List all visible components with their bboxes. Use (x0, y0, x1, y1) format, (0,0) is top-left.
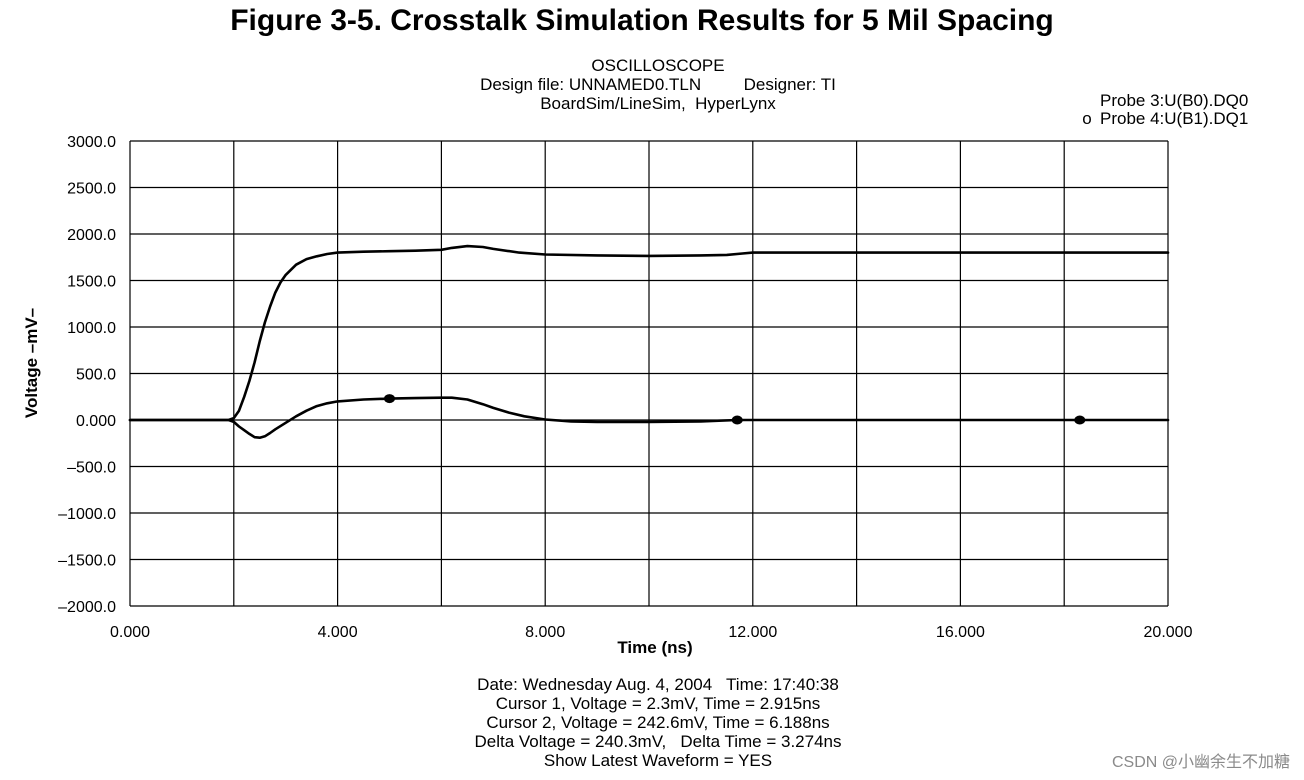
series-line-probe3 (128, 244, 1170, 422)
series-line-probe4 (128, 396, 1170, 439)
legend-label-probe3: Probe 3:U(B0).DQ0 (1100, 91, 1249, 110)
legend-label-probe4: Probe 4:U(B1).DQ1 (1100, 109, 1249, 128)
y-tick-label: –1500.0 (58, 553, 116, 570)
legend-entry-probe4: o Probe 4:U(B1).DQ1 (1078, 110, 1248, 128)
y-tick-label: 1000.0 (67, 320, 116, 337)
x-tick-label: 12.000 (728, 624, 777, 641)
x-tick-label: 4.000 (318, 624, 358, 641)
latest-waveform-flag: Show Latest Waveform = YES (543, 751, 773, 770)
series-marker-probe4 (384, 394, 395, 404)
design-file-line: Design file: UNNAMED0.TLN Designer: TI (480, 75, 836, 94)
cursor-readout: Date: Wednesday Aug. 4, 2004 Time: 17:40… (300, 675, 1016, 770)
figure-title: Figure 3-5. Crosstalk Simulation Results… (230, 4, 1054, 37)
simulator-line: BoardSim/LineSim, HyperLynx (540, 94, 776, 113)
y-tick-label: 3000.0 (67, 134, 116, 151)
delta-readout: Delta Voltage = 240.3mV, Delta Time = 3.… (474, 732, 842, 751)
y-axis-label: Voltage –mV– (22, 308, 41, 418)
series-marker-probe4 (731, 415, 743, 425)
y-tick-label: 1500.0 (67, 274, 116, 291)
watermark: CSDN @小幽余生不加糖 (1111, 754, 1290, 771)
cursor1-readout: Cursor 1, Voltage = 2.3mV, Time = 2.915n… (495, 694, 821, 713)
x-axis-label: Time (ns) (617, 638, 692, 657)
y-tick-label: 0.000 (76, 413, 116, 430)
legend-marker-probe4: o (1082, 109, 1092, 128)
scope-title: OSCILLOSCOPE (591, 56, 725, 75)
y-tick-label: –2000.0 (58, 599, 116, 616)
chart-legend: Probe 3:U(B0).DQ0 o Probe 4:U(B1).DQ1 (1078, 92, 1248, 128)
x-tick-label: 20.000 (1144, 624, 1193, 641)
y-tick-label: 2000.0 (67, 227, 116, 244)
series-marker-probe4 (1074, 415, 1086, 425)
x-tick-label: 0.000 (110, 624, 150, 641)
date-line: Date: Wednesday Aug. 4, 2004 Time: 17:40… (477, 675, 839, 694)
y-tick-label: 500.0 (76, 367, 116, 384)
y-tick-label: –1000.0 (58, 506, 116, 523)
y-tick-label: 2500.0 (67, 181, 116, 198)
y-tick-label: –500.0 (67, 460, 116, 477)
x-tick-label: 16.000 (936, 624, 985, 641)
scope-header: OSCILLOSCOPE Design file: UNNAMED0.TLN D… (300, 56, 1016, 113)
cursor2-readout: Cursor 2, Voltage = 242.6mV, Time = 6.18… (486, 713, 830, 732)
x-tick-label: 8.000 (525, 624, 565, 641)
legend-entry-probe3: Probe 3:U(B0).DQ0 (1078, 92, 1248, 110)
